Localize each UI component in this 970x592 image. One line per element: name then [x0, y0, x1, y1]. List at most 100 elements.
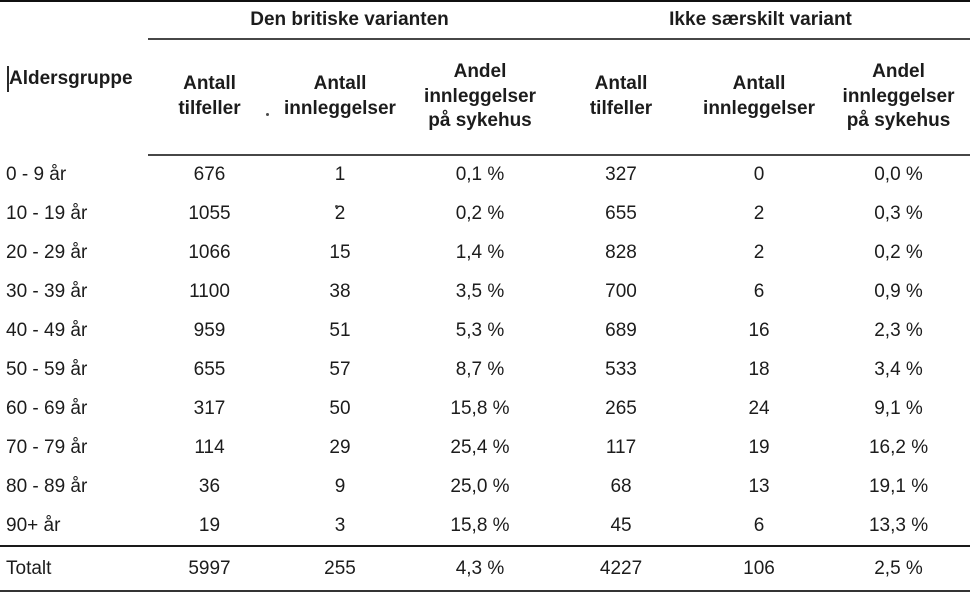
age-group-label: 20 - 29 år — [6, 241, 88, 263]
col-header-admission-share-british: Andel innleggelser på sykehus — [409, 39, 552, 156]
table-row: 50 - 59 år 655 57 8,7 % 533 18 3,4 % — [0, 350, 970, 389]
cell-value: 9 — [334, 476, 346, 498]
ink-speck-artifact — [266, 113, 269, 116]
cell-value: 15,8 % — [450, 398, 510, 420]
age-group-label: 50 - 59 år — [6, 359, 88, 381]
col-header-cases-british: Antall tilfeller — [148, 39, 271, 156]
age-group-label: 70 - 79 år — [6, 437, 88, 459]
cell-value: 0,9 % — [874, 280, 923, 302]
corner-header-label: Aldersgruppe — [9, 67, 133, 89]
cell-value: 0,3 % — [874, 202, 923, 224]
total-cases-british: 5997 — [148, 545, 271, 591]
cell-value: 50 — [329, 398, 351, 420]
cell-value: 655 — [605, 202, 637, 224]
cell-value: 0,2 % — [874, 241, 923, 263]
age-group-label: 90+ år — [6, 514, 61, 536]
cell-value: 2 — [753, 241, 765, 263]
table-body: 0 - 9 år 676 1 0,1 % 327 0 0,0 % 10 - 19 år 1055… — [0, 155, 970, 546]
cell-value: 689 — [605, 319, 637, 341]
total-row-label: Totalt — [0, 545, 148, 591]
cell-value: 24 — [748, 398, 770, 420]
group-header-row: Aldersgruppe Den britiske varianten Ikke… — [0, 1, 970, 92]
age-group-label: 0 - 9 år — [6, 163, 67, 185]
cell-value: 533 — [605, 359, 637, 381]
cell-value: 19,1 % — [868, 476, 929, 498]
ink-speck-artifact — [335, 205, 338, 208]
age-group-label: 10 - 19 år — [6, 202, 88, 224]
total-cases-other: 4227 — [551, 545, 692, 591]
table-row: 10 - 19 år 1055 2 0,2 % 655 2 0,3 % — [0, 194, 970, 233]
cell-value: 51 — [329, 319, 351, 341]
cell-value: 25,4 % — [450, 437, 510, 459]
cell-value: 2,3 % — [874, 319, 923, 341]
cell-value: 45 — [610, 514, 632, 536]
cell-value: 2 — [753, 202, 765, 224]
total-admissions-british: 255 — [271, 545, 409, 591]
age-group-label: 60 - 69 år — [6, 398, 88, 420]
total-row: Totalt 5997 255 4,3 % 4227 106 2,5 % — [0, 545, 970, 591]
cell-value: 18 — [748, 359, 770, 381]
age-group-label: 40 - 49 år — [6, 319, 88, 341]
cell-value: 655 — [193, 359, 226, 381]
cell-value: 5,3 % — [455, 319, 505, 341]
corner-header-aldersgruppe: Aldersgruppe — [0, 1, 148, 155]
cell-value: 29 — [329, 437, 351, 459]
cell-value: 3,5 % — [455, 280, 505, 302]
table-row: 0 - 9 år 676 1 0,1 % 327 0 0,0 % — [0, 155, 970, 194]
cell-value: 0,0 % — [874, 164, 923, 186]
cell-value: 3,4 % — [874, 359, 923, 381]
cell-value: 6 — [753, 280, 765, 302]
cell-value: 828 — [605, 241, 637, 263]
cell-value: 0 — [753, 164, 765, 186]
table-row: 30 - 39 år 1100 38 3,5 % 700 6 0,9 % — [0, 272, 970, 311]
cell-value: 676 — [193, 164, 226, 186]
table-row: 20 - 29 år 1066 15 1,4 % 828 2 0,2 % — [0, 233, 970, 272]
cell-value: 25,0 % — [450, 476, 510, 498]
table-row: 80 - 89 år 36 9 25,0 % 68 13 19,1 % — [0, 468, 970, 507]
cell-value: 16,2 % — [868, 437, 929, 459]
cell-value: 9,1 % — [874, 398, 923, 420]
cell-value: 13 — [748, 476, 770, 498]
cell-value: 0,1 % — [455, 164, 505, 186]
table-row: 70 - 79 år 114 29 25,4 % 117 19 16,2 % — [0, 429, 970, 468]
cell-value: 700 — [605, 280, 637, 302]
cell-value: 317 — [193, 398, 226, 420]
cell-value: 1100 — [189, 280, 230, 302]
age-group-label: 30 - 39 år — [6, 280, 88, 302]
cell-value: 0,2 % — [455, 202, 505, 224]
group-header-british-variant: Den britiske varianten — [148, 1, 552, 40]
col-header-cases-other: Antall tilfeller — [551, 39, 692, 156]
cell-value: 1055 — [188, 202, 231, 224]
cell-value: 2 — [334, 202, 346, 224]
table-row: 90+ år 19 3 15,8 % 45 6 13,3 % — [0, 507, 970, 546]
cell-value: 38 — [329, 280, 351, 302]
cell-value: 1 — [334, 164, 346, 186]
col-header-admissions-british: Antall innleggelser — [271, 39, 409, 156]
cell-value: 6 — [753, 514, 765, 536]
col-header-admissions-other: Antall innleggelser — [691, 39, 828, 156]
cell-value: 1066 — [188, 241, 231, 263]
cell-value: 19 — [748, 437, 770, 459]
cell-value: 117 — [605, 437, 637, 459]
cell-value: 36 — [198, 476, 221, 498]
cell-value: 19 — [198, 514, 221, 536]
text-cursor-artifact — [7, 65, 9, 92]
cell-value: 68 — [610, 476, 632, 498]
cell-value: 8,7 % — [455, 359, 505, 381]
cell-value: 959 — [193, 319, 226, 341]
total-admissions-other: 106 — [691, 545, 828, 591]
cell-value: 114 — [194, 437, 225, 459]
total-admission-share-other: 2,5 % — [827, 545, 970, 591]
cell-value: 1,4 % — [455, 241, 505, 263]
cell-value: 57 — [329, 359, 351, 381]
age-group-label: 80 - 89 år — [6, 476, 88, 498]
cell-value: 15,8 % — [450, 514, 510, 536]
cell-value: 16 — [748, 319, 770, 341]
total-admission-share-british: 4,3 % — [409, 545, 552, 591]
col-header-admission-share-other: Andel innleggelser på sykehus — [827, 39, 970, 156]
group-header-no-specific-variant: Ikke særskilt variant — [551, 1, 970, 40]
table-row: 40 - 49 år 959 51 5,3 % 689 16 2,3 % — [0, 311, 970, 350]
table-row: 60 - 69 år 317 50 15,8 % 265 24 9,1 % — [0, 390, 970, 429]
